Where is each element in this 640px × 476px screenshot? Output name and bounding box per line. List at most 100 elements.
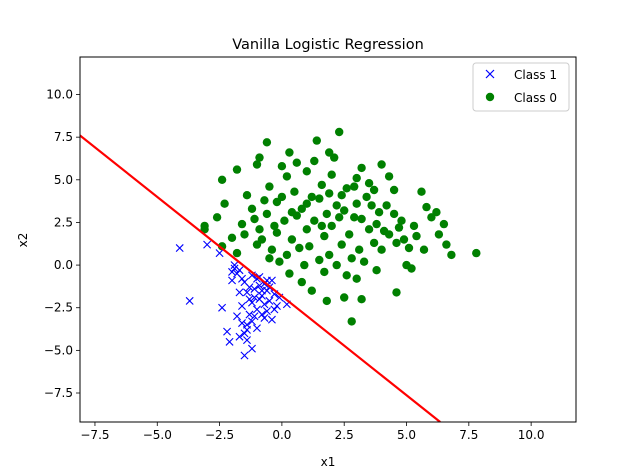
class-0-point bbox=[394, 223, 404, 232]
class-0-point bbox=[285, 148, 294, 157]
y-tick-label: 5.0 bbox=[54, 173, 73, 187]
class-0-point bbox=[332, 260, 341, 270]
class-1-point bbox=[240, 351, 249, 360]
class-0-point bbox=[295, 243, 304, 253]
class-1-point bbox=[228, 267, 237, 276]
y-tick-label: 7.5 bbox=[54, 130, 73, 144]
class-1-point bbox=[230, 264, 239, 273]
class-0-point bbox=[320, 231, 329, 241]
class-0-point bbox=[364, 179, 374, 188]
class-1-point bbox=[250, 293, 259, 302]
legend-label-class-1: Class 1 bbox=[514, 68, 557, 82]
class-0-point bbox=[357, 163, 366, 173]
class-0-point bbox=[447, 250, 456, 260]
class-0-point bbox=[352, 274, 361, 283]
class-0-point bbox=[252, 160, 262, 169]
y-axis-title: x2 bbox=[16, 233, 30, 248]
class-0-point bbox=[335, 127, 344, 137]
class-1-point bbox=[243, 288, 251, 297]
class-0-point bbox=[255, 153, 264, 162]
class-1-point bbox=[247, 344, 256, 353]
class-0-point bbox=[364, 225, 374, 234]
class-0-point bbox=[389, 209, 399, 219]
class-1-point bbox=[215, 249, 224, 258]
data-layer bbox=[80, 127, 481, 422]
class-0-point bbox=[200, 225, 209, 234]
class-0-point bbox=[317, 180, 326, 190]
class-0-point bbox=[335, 213, 344, 222]
class-0-point bbox=[404, 243, 414, 253]
class-1-point bbox=[257, 310, 266, 319]
class-0-point bbox=[217, 242, 227, 251]
class-1-point bbox=[245, 295, 254, 304]
class-0-point bbox=[327, 170, 336, 179]
class-0-point bbox=[260, 196, 269, 205]
class-0-point bbox=[345, 230, 354, 239]
class-1-point bbox=[243, 336, 251, 345]
class-0-point bbox=[232, 165, 242, 174]
class-0-point bbox=[377, 160, 386, 169]
class-0-point bbox=[287, 208, 297, 217]
class-0-point bbox=[262, 138, 272, 147]
class-0-point bbox=[255, 225, 264, 234]
class-0-point bbox=[412, 231, 421, 241]
class-0-point bbox=[220, 199, 229, 208]
class-0-point bbox=[327, 221, 336, 231]
class-0-point bbox=[265, 182, 274, 191]
class-0-point bbox=[240, 230, 249, 239]
class-0-point bbox=[320, 267, 329, 277]
class-0-point bbox=[372, 219, 381, 229]
class-0-point bbox=[350, 182, 359, 191]
class-1-point bbox=[233, 312, 242, 321]
legend-label-class-0: Class 0 bbox=[514, 91, 557, 105]
class-0-point bbox=[355, 245, 364, 254]
x-tick-label: 5.0 bbox=[397, 428, 416, 442]
decision-boundary-line bbox=[80, 134, 441, 422]
class-1-point bbox=[238, 274, 246, 283]
class-0-point bbox=[247, 204, 257, 213]
class-0-point bbox=[472, 248, 481, 258]
class-0-point bbox=[217, 175, 227, 184]
class-1-point bbox=[255, 281, 264, 290]
class-0-point bbox=[302, 225, 311, 234]
class-0-point bbox=[297, 277, 306, 287]
class-0-point bbox=[352, 173, 361, 183]
class-1-point bbox=[267, 315, 276, 324]
class-0-point bbox=[409, 221, 419, 231]
class-1-point bbox=[272, 302, 281, 311]
class-0-point bbox=[292, 158, 301, 167]
class-1-point bbox=[235, 266, 244, 275]
class-0-point bbox=[332, 201, 341, 210]
class-0-point bbox=[422, 202, 431, 212]
class-0-point bbox=[399, 235, 409, 244]
class-1-point bbox=[225, 337, 234, 346]
class-1-point bbox=[260, 313, 269, 322]
class-0-point bbox=[262, 209, 272, 219]
class-0-point bbox=[270, 221, 279, 231]
class-0-point bbox=[227, 233, 237, 242]
chart-title: Vanilla Logistic Regression bbox=[232, 37, 424, 53]
class-0-point bbox=[322, 209, 331, 219]
x-tick-label: −2.5 bbox=[205, 428, 234, 442]
class-1-point bbox=[262, 307, 271, 316]
class-0-point bbox=[352, 199, 361, 208]
class-0-point bbox=[342, 184, 351, 193]
class-0-point bbox=[359, 257, 369, 266]
class-1-point bbox=[247, 317, 256, 326]
x-tick-label: 7.5 bbox=[459, 428, 478, 442]
legend-box bbox=[472, 62, 570, 112]
class-0-point bbox=[379, 226, 389, 236]
plot-frame bbox=[79, 56, 577, 423]
class-0-point bbox=[212, 213, 222, 222]
class-0-point bbox=[347, 254, 356, 263]
class-1-point bbox=[218, 303, 227, 312]
class-1-point bbox=[250, 312, 259, 321]
class-0-point bbox=[277, 192, 287, 202]
class-0-point bbox=[439, 219, 449, 229]
class-0-point bbox=[277, 162, 287, 171]
class-0-point bbox=[419, 245, 429, 254]
y-tick-label: 2.5 bbox=[54, 215, 73, 229]
class-0-point bbox=[267, 245, 277, 254]
class-0-point bbox=[307, 192, 316, 202]
y-tick-label: 0.0 bbox=[54, 258, 73, 272]
